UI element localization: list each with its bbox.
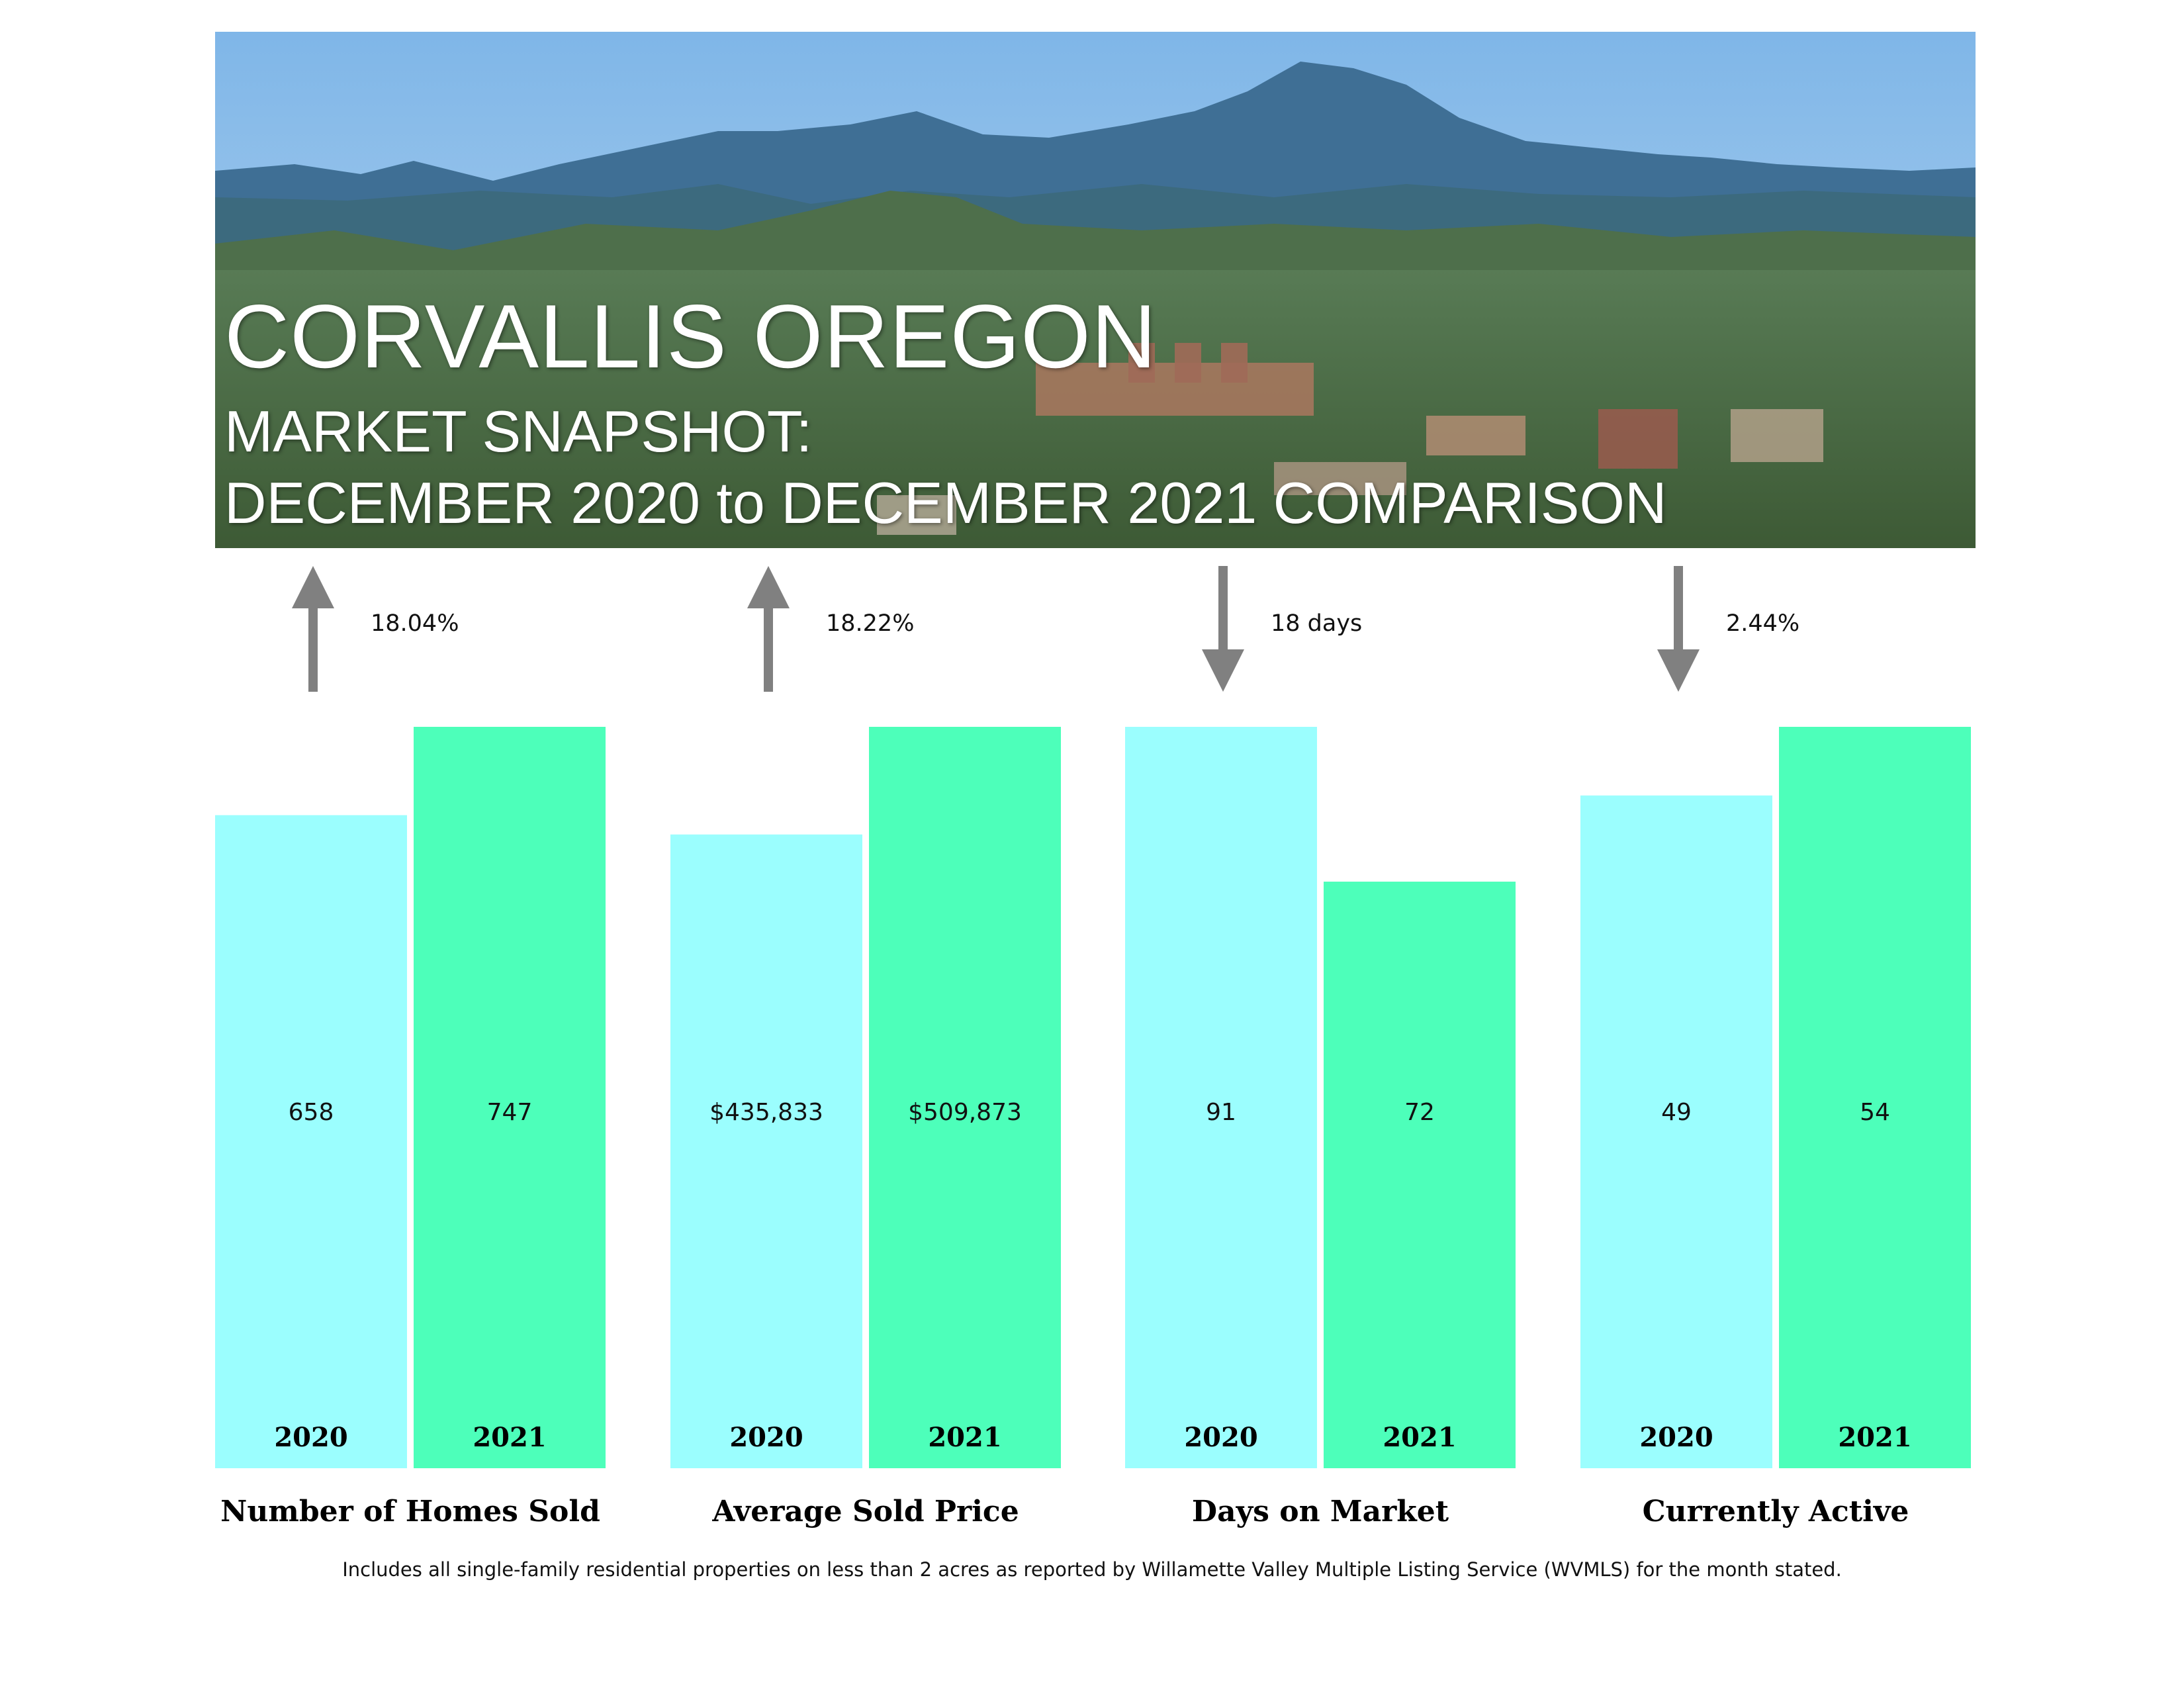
bar-average-sold-price-2020 <box>670 834 862 1468</box>
change-label-currently-active: 2.44% <box>1726 610 1800 637</box>
arrow-up-head-icon-number-of-homes-sold <box>292 566 334 608</box>
group-label-days-on-market: Days on Market <box>1191 1495 1449 1528</box>
page-subtitle-line1: MARKET SNAPSHOT: <box>224 399 813 464</box>
arrow-up-icon-number-of-homes-sold <box>308 606 318 692</box>
group-label-number-of-homes-sold: Number of Homes Sold <box>220 1495 600 1528</box>
change-label-days-on-market: 18 days <box>1271 610 1363 637</box>
value-label-number-of-homes-sold-2021: 747 <box>486 1099 533 1126</box>
value-label-average-sold-price-2020: $435,833 <box>709 1099 823 1126</box>
year-label-currently-active-2020: 2020 <box>1639 1422 1713 1453</box>
value-label-currently-active-2021: 54 <box>1860 1099 1890 1126</box>
arrow-down-icon-days-on-market <box>1218 566 1228 652</box>
arrow-down-head-icon-days-on-market <box>1202 649 1244 692</box>
group-label-average-sold-price: Average Sold Price <box>712 1495 1019 1528</box>
value-label-average-sold-price-2021: $509,873 <box>908 1099 1022 1126</box>
year-label-currently-active-2021: 2021 <box>1838 1422 1912 1453</box>
year-label-number-of-homes-sold-2020: 2020 <box>274 1422 348 1453</box>
bar-number-of-homes-sold-2020 <box>215 815 407 1468</box>
group-label-currently-active: Currently Active <box>1642 1495 1909 1528</box>
bar-number-of-homes-sold-2021 <box>414 727 606 1468</box>
year-label-average-sold-price-2021: 2021 <box>928 1422 1002 1453</box>
arrow-up-head-icon-average-sold-price <box>747 566 790 608</box>
landscape-photo <box>215 32 1976 548</box>
bar-average-sold-price-2021 <box>869 727 1061 1468</box>
change-label-average-sold-price: 18.22% <box>826 610 915 637</box>
year-label-days-on-market-2021: 2021 <box>1383 1422 1457 1453</box>
year-label-average-sold-price-2020: 2020 <box>729 1422 803 1453</box>
year-label-number-of-homes-sold-2021: 2021 <box>473 1422 547 1453</box>
header-banner: CORVALLIS OREGON MARKET SNAPSHOT: DECEMB… <box>215 32 1976 548</box>
year-label-days-on-market-2020: 2020 <box>1184 1422 1258 1453</box>
page-subtitle-line2: DECEMBER 2020 to DECEMBER 2021 COMPARISO… <box>224 470 1667 536</box>
change-label-number-of-homes-sold: 18.04% <box>371 610 459 637</box>
page-title: CORVALLIS OREGON <box>224 286 1158 387</box>
arrow-up-icon-average-sold-price <box>764 606 773 692</box>
bar-currently-active-2021 <box>1779 727 1971 1468</box>
bar-currently-active-2020 <box>1580 795 1772 1468</box>
footnote: Includes all single-family residential p… <box>342 1558 1842 1581</box>
value-label-days-on-market-2021: 72 <box>1404 1099 1435 1126</box>
value-label-currently-active-2020: 49 <box>1661 1099 1692 1126</box>
bar-days-on-market-2021 <box>1324 881 1516 1468</box>
value-label-number-of-homes-sold-2020: 658 <box>288 1099 334 1126</box>
arrow-down-icon-currently-active <box>1674 566 1683 652</box>
bar-days-on-market-2020 <box>1125 727 1317 1468</box>
arrow-down-head-icon-currently-active <box>1657 649 1700 692</box>
value-label-days-on-market-2020: 91 <box>1206 1099 1236 1126</box>
